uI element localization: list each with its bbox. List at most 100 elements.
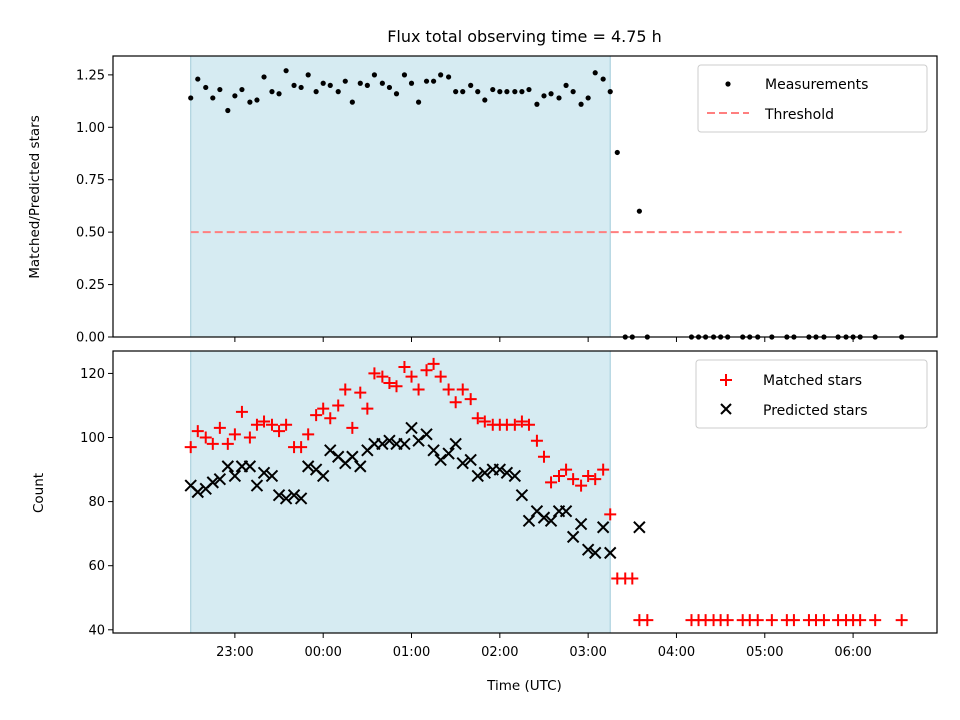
matched-star-point (280, 418, 293, 431)
matched-star-point (515, 415, 528, 428)
predicted-star-point (427, 444, 440, 457)
top-axes-frame (112, 55, 938, 338)
measurement-point (453, 89, 459, 95)
measurement-point (446, 74, 452, 80)
matched-star-point (184, 441, 197, 454)
matched-star-point (250, 418, 263, 431)
chart-title: Flux total observing time = 4.75 h (387, 27, 662, 46)
measurement-point (276, 91, 282, 97)
matched-star-point (191, 425, 204, 438)
matched-star-point (567, 473, 580, 486)
bottom-axes-frame (112, 350, 938, 634)
matched-star-point (310, 409, 323, 422)
matched-star-point (508, 418, 521, 431)
predicted-star-point (500, 466, 514, 479)
matched-star-point (582, 469, 595, 482)
matched-star-point (854, 614, 867, 627)
matched-star-point (339, 383, 352, 396)
measurement-point (254, 97, 260, 103)
bottom-y-axis-label: Count (31, 473, 47, 513)
matched-star-point (478, 415, 491, 428)
measurement-point (512, 89, 518, 95)
x-axis-label: Time (UTC) (486, 678, 562, 694)
measurement-point (261, 74, 267, 80)
bottom-legend-box (695, 359, 928, 429)
matched-star-point (376, 370, 389, 383)
panel-bottom: 40 60 80 100 120 23:00 00:00 01:00 02:00 03:00 04… (31, 350, 938, 694)
measurement-point (371, 72, 378, 78)
matched-star-point (456, 383, 469, 396)
matched-star-point (398, 361, 411, 374)
measurement-point (401, 72, 408, 78)
predicted-star-point (493, 463, 507, 476)
matched-star-point (575, 479, 588, 492)
top-y-tick-label: 1.00 (76, 121, 105, 136)
measurement-point (430, 78, 437, 84)
measurement-point (305, 72, 311, 78)
predicted-star-point (478, 466, 492, 479)
predicted-star-point (265, 469, 279, 483)
matched-star-point (765, 614, 778, 627)
measurement-point (460, 89, 466, 95)
measurement-point (335, 89, 341, 95)
measurement-point (482, 97, 488, 103)
predicted-star-point (301, 460, 315, 473)
predicted-star-point (596, 521, 610, 534)
matched-star-point (442, 383, 455, 396)
predicted-star-point (279, 492, 293, 505)
measurement-point (585, 95, 591, 101)
matched-star-point (434, 370, 447, 383)
predicted-star-point (515, 488, 529, 502)
x-tick-label: 05:00 (746, 645, 783, 660)
predicted-star-point (449, 437, 462, 451)
bottom-x-ticks: 23:00 00:00 01:00 02:00 03:00 04:00 05:00 06:00 (216, 633, 872, 660)
measurement-point (357, 80, 363, 86)
predicted-star-point (383, 434, 396, 447)
measurement-point (217, 86, 223, 93)
bottom-y-tick-label: 120 (80, 367, 105, 382)
matched-star-point (213, 421, 226, 434)
measurement-point (423, 78, 430, 84)
measurement-point (291, 82, 297, 88)
measurement-point (203, 84, 209, 91)
measurement-point (232, 93, 238, 99)
measurement-point (548, 91, 554, 97)
predicted-star-point (574, 517, 588, 531)
matched-star-point (420, 364, 433, 377)
predicted-star-point (456, 456, 469, 470)
panel-top: 0.00 0.25 0.50 0.75 1.00 1.25 Matched/Predict… (27, 55, 938, 346)
predicted-star-point (287, 488, 301, 502)
matched-star-point (221, 437, 234, 450)
legend-predicted-marker (720, 403, 732, 415)
top-y-tick-label: 0.75 (76, 173, 105, 188)
x-tick-label: 23:00 (216, 645, 253, 660)
measurement-point (592, 70, 598, 76)
predicted-star-point (354, 460, 367, 473)
matched-star-point (332, 399, 345, 412)
top-y-tick-label: 0.00 (76, 331, 105, 346)
matched-star-point (295, 441, 308, 454)
top-y-tick-label: 0.25 (76, 278, 105, 293)
measurement-point (313, 89, 319, 95)
matched-star-point (427, 357, 440, 370)
top-y-tick-label: 1.25 (76, 68, 105, 83)
x-tick-label: 03:00 (569, 645, 606, 660)
measurement-point (534, 101, 540, 107)
predicted-star-point (398, 437, 411, 451)
measurement-point (526, 86, 532, 93)
predicted-star-point (324, 444, 337, 457)
measurement-point (283, 68, 289, 74)
matched-star-point (383, 377, 396, 390)
legend-measurements-marker (725, 81, 731, 87)
x-tick-label: 00:00 (304, 645, 341, 660)
measurement-point (408, 80, 415, 86)
measurement-point (342, 78, 348, 84)
matched-star-point (895, 614, 908, 627)
predicted-star-point (464, 453, 477, 467)
measurement-point (386, 84, 393, 91)
matched-star-point (273, 425, 286, 438)
predicted-stars-points (184, 421, 646, 560)
matched-star-point (553, 469, 566, 482)
predicted-star-point (191, 485, 204, 499)
predicted-star-point (257, 466, 271, 479)
